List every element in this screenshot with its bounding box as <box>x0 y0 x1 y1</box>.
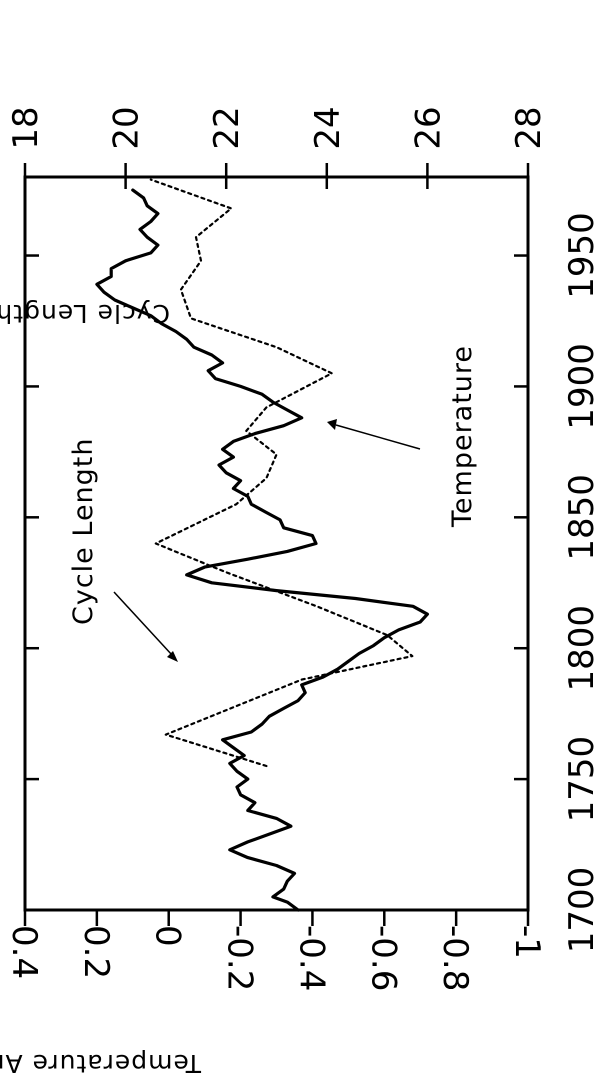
x-tick-label: 1900 <box>562 343 602 430</box>
y-tick-label: 0.2 <box>76 925 116 979</box>
y-tick-label: -0.8 <box>435 925 475 991</box>
y-axis-title: Temperature Anomaly (C) <box>0 1049 202 1078</box>
y-tick-label: -0.4 <box>291 925 331 991</box>
y-tick-label: 0.4 <box>4 925 44 979</box>
y2-tick-label: 20 <box>107 106 147 149</box>
cycle-length-arrow-line <box>113 591 173 656</box>
cycle-length-arrow-head <box>167 651 178 662</box>
x-tick-label: 1750 <box>562 736 602 823</box>
x-tick-label: 1700 <box>562 867 602 954</box>
temperature-arrow-line <box>335 424 421 450</box>
series-layer <box>95 178 429 912</box>
y2-tick-label: 18 <box>6 106 46 149</box>
x-axis-ticks: 1700 1750 1800 1850 1900 1950 <box>25 212 602 953</box>
temperature-arrow-head <box>327 419 337 430</box>
y-tick-label: -0.6 <box>363 925 403 991</box>
temperature-annotation: Temperature <box>447 345 478 528</box>
x-tick-label: 1850 <box>562 474 602 561</box>
y-axis-ticks: 0.4 0.2 0 -0.2 -0.4 -0.6 -0.8 -1 <box>4 910 547 991</box>
y-tick-label: 0 <box>148 925 188 947</box>
temperature-series-line <box>95 188 429 912</box>
y-tick-label: -0.2 <box>220 925 260 991</box>
cycle-length-annotation: Cycle Length <box>68 438 99 626</box>
y2-axis-ticks: 18 20 22 24 26 28 <box>6 106 549 189</box>
y-tick-label: -1 <box>507 925 547 959</box>
x-tick-label: 1800 <box>562 605 602 692</box>
y2-tick-label: 24 <box>308 106 348 149</box>
y2-tick-label: 28 <box>509 106 549 149</box>
cycle-length-series-line <box>149 178 414 768</box>
y2-axis-title: Cycle Length (Years) <box>0 299 170 328</box>
plot-frame <box>23 175 530 912</box>
x-tick-label: 1950 <box>562 212 602 299</box>
y2-tick-label: 22 <box>207 106 247 149</box>
y2-tick-label: 26 <box>408 106 448 149</box>
